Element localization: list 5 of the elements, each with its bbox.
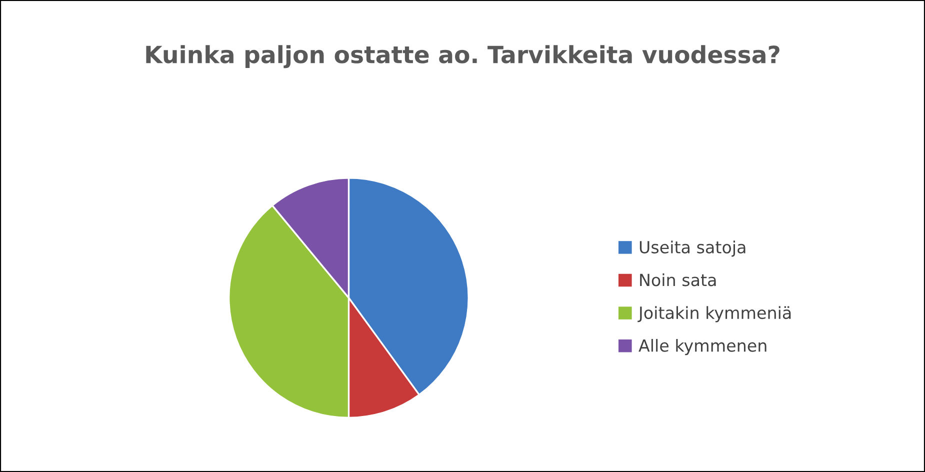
legend-label: Noin sata [640,273,716,286]
chart-title: Kuinka paljon ostatte ao. Tarvikkeita vuodessa? [146,45,780,68]
legend-label: Joitakin kymmeniä [638,306,791,322]
legend-label: Alle kymmenen [638,338,766,356]
legend-label: Useita satoja [640,240,746,257]
